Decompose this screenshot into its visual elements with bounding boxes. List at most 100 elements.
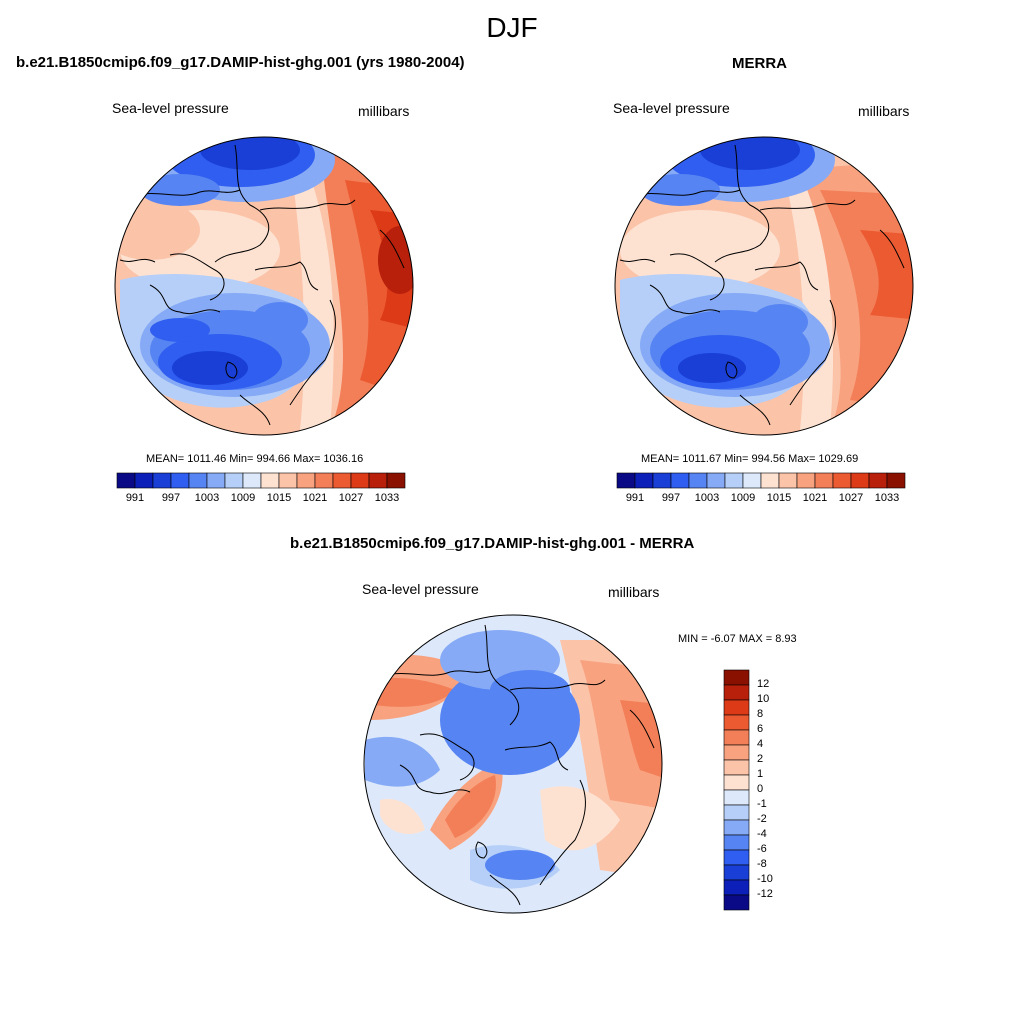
colorbar-2-swatch: [850, 472, 870, 489]
panel-1-stats: MEAN= 1011.46 Min= 994.66 Max= 1036.16: [146, 453, 364, 465]
colorbar-3-swatch: [723, 699, 750, 716]
map-3-frame: [363, 614, 663, 914]
colorbar-3-tick-label: 4: [757, 738, 764, 750]
colorbar-3-swatch: [723, 849, 750, 866]
colorbar-2-tick-label: 997: [661, 492, 681, 504]
colorbar-3-tick-label: 1: [757, 768, 764, 780]
map-2-coastlines: [619, 144, 905, 426]
colorbar-3-tick-label: 12: [757, 678, 770, 690]
colorbar-1-swatch: [116, 472, 136, 489]
colorbar-3-tick-label: 0: [757, 783, 764, 795]
colorbar-2-swatch: [706, 472, 726, 489]
colorbar-3-tick-label: -10: [757, 873, 773, 885]
colorbar-3-tick-label: -6: [757, 843, 767, 855]
colorbar-2: [616, 472, 906, 489]
colorbar-3-swatch: [723, 879, 750, 896]
colorbar-2-swatch: [814, 472, 834, 489]
colorbar-3-swatch: [723, 669, 750, 686]
colorbar-3-tick-label: 8: [757, 708, 764, 720]
colorbar-1-tick-label: 1021: [302, 492, 328, 504]
colorbar-2-tick-label: 991: [625, 492, 645, 504]
colorbar-2-swatch: [742, 472, 762, 489]
colorbar-2-swatch: [724, 472, 744, 489]
panel-2-units-label: millibars: [858, 103, 910, 119]
colorbar-2-swatch: [670, 472, 690, 489]
panel-3-stats: MIN = -6.07 MAX = 8.93: [678, 633, 797, 645]
colorbar-1-swatch: [386, 472, 406, 489]
colorbar-3-swatch: [723, 834, 750, 851]
colorbar-3-tick-label: -8: [757, 858, 767, 870]
colorbar-1: [116, 472, 406, 489]
colorbar-2-swatch: [796, 472, 816, 489]
colorbar-1-swatch: [152, 472, 172, 489]
colorbar-1-tick-label: 1009: [230, 492, 256, 504]
map-2-frame: [614, 136, 914, 436]
colorbar-3-swatch: [723, 684, 750, 701]
panel-1-title: b.e21.B1850cmip6.f09_g17.DAMIP-hist-ghg.…: [16, 54, 465, 71]
colorbar-2-swatch: [652, 472, 672, 489]
colorbar-3-swatch: [723, 744, 750, 761]
colorbar-2-swatch: [616, 472, 636, 489]
colorbar-2-tick-label: 1027: [838, 492, 864, 504]
colorbar-1-swatch: [188, 472, 208, 489]
map-1-coastlines: [119, 144, 405, 426]
colorbar-1-swatch: [314, 472, 334, 489]
colorbar-2-swatch: [868, 472, 888, 489]
colorbar-1-swatch: [278, 472, 298, 489]
colorbar-1-swatch: [332, 472, 352, 489]
colorbar-1-tick-label: 1033: [374, 492, 400, 504]
colorbar-2-swatch: [688, 472, 708, 489]
colorbar-2-swatch: [634, 472, 654, 489]
colorbar-1-swatch: [170, 472, 190, 489]
map-2-polar-field: [615, 137, 913, 435]
colorbar-1-tick-label: 1003: [194, 492, 220, 504]
map-3-coastlines: [384, 624, 655, 906]
panel-1-units-label: millibars: [358, 103, 410, 119]
colorbar-3-tick-label: -2: [757, 813, 767, 825]
colorbar-1-swatch: [134, 472, 154, 489]
colorbar-3-swatch: [723, 759, 750, 776]
map-1-polar-field: [115, 137, 413, 435]
colorbar-1-tick-label: 1015: [266, 492, 292, 504]
colorbar-3-swatch: [723, 789, 750, 806]
colorbar-1-swatch: [296, 472, 316, 489]
colorbar-3-swatch: [723, 729, 750, 746]
colorbar-3-swatch: [723, 804, 750, 821]
colorbar-3-tick-label: -12: [757, 888, 773, 900]
colorbar-3-swatch: [723, 864, 750, 881]
colorbar-3-tick-label: -1: [757, 798, 767, 810]
colorbar-1-swatch: [242, 472, 262, 489]
colorbar-3-tick-label: -4: [757, 828, 767, 840]
colorbar-1-tick-label: 991: [125, 492, 145, 504]
colorbar-1-tick-label: 1027: [338, 492, 364, 504]
colorbar-1-swatch: [206, 472, 226, 489]
colorbar-3-swatch: [723, 774, 750, 791]
colorbar-2-tick-label: 1021: [802, 492, 828, 504]
colorbar-2-tick-label: 1009: [730, 492, 756, 504]
panel-3-field-label: Sea-level pressure: [362, 581, 479, 597]
colorbar-2-swatch: [886, 472, 906, 489]
colorbar-2-swatch: [832, 472, 852, 489]
colorbar-3-swatch: [723, 894, 750, 911]
colorbar-2-tick-label: 1003: [694, 492, 720, 504]
colorbar-1-tick-label: 997: [161, 492, 181, 504]
colorbar-1-swatch: [260, 472, 280, 489]
panel-1-field-label: Sea-level pressure: [112, 100, 229, 116]
colorbar-1-swatch: [224, 472, 244, 489]
colorbar-2-swatch: [760, 472, 780, 489]
colorbar-3-tick-label: 6: [757, 723, 764, 735]
colorbar-2-swatch: [778, 472, 798, 489]
colorbar-2-tick-label: 1015: [766, 492, 792, 504]
panel-3-units-label: millibars: [608, 584, 660, 600]
figure-title: DJF: [486, 12, 538, 43]
colorbar-3-tick-label: 2: [757, 753, 764, 765]
colorbar-3: [723, 669, 750, 911]
map-3-polar-field: [364, 615, 662, 913]
colorbar-3-swatch: [723, 819, 750, 836]
colorbar-3-swatch: [723, 714, 750, 731]
map-1-frame: [114, 136, 414, 436]
colorbar-1-swatch: [368, 472, 388, 489]
colorbar-3-tick-label: 10: [757, 693, 770, 705]
colorbar-1-swatch: [350, 472, 370, 489]
